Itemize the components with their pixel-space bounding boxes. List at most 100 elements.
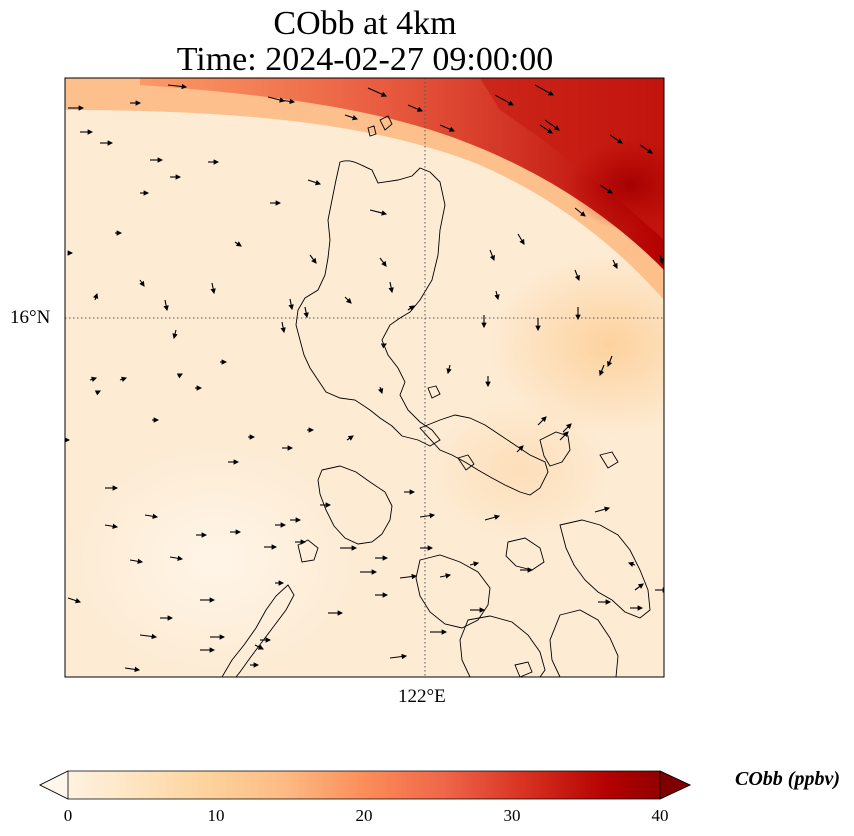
wind-arrow bbox=[489, 249, 495, 262]
coastline-islet-1 bbox=[297, 539, 319, 563]
coastline-palawan bbox=[221, 584, 295, 677]
wind-arrow bbox=[279, 98, 296, 105]
coastline-islet-5 bbox=[427, 385, 441, 399]
wind-arrow bbox=[94, 390, 101, 396]
wind-arrow bbox=[389, 653, 408, 660]
map-time-subtitle: Time: 2024-02-27 09:00:00 bbox=[176, 41, 554, 78]
wind-arrow bbox=[176, 373, 183, 379]
wind-arrow bbox=[169, 555, 184, 561]
wind-arrow bbox=[607, 355, 613, 368]
wind-arrow bbox=[167, 83, 188, 90]
wind-arrow bbox=[124, 666, 141, 673]
wind-arrow bbox=[534, 84, 554, 96]
coastline-leyte bbox=[549, 609, 619, 677]
wind-arrow bbox=[309, 254, 317, 264]
wind-arrow bbox=[634, 583, 644, 591]
colorbar-max-extend bbox=[659, 770, 691, 800]
wind-arrow bbox=[419, 512, 436, 519]
colorbar-title: CObb (ppbv) bbox=[735, 768, 840, 790]
colorbar-tick: 40 bbox=[651, 806, 669, 825]
wind-arrow bbox=[627, 561, 636, 568]
wind-vectors bbox=[65, 83, 664, 673]
wind-arrow bbox=[303, 306, 309, 319]
wind-arrow bbox=[377, 386, 384, 395]
wind-arrow bbox=[89, 376, 98, 383]
coastline-luzon-south bbox=[419, 414, 549, 496]
wind-arrow bbox=[288, 298, 294, 311]
wind-arrow bbox=[234, 241, 242, 247]
wind-arrow bbox=[407, 104, 424, 112]
wind-arrow bbox=[144, 513, 159, 519]
coastline-masbate bbox=[505, 537, 545, 571]
map-frame bbox=[64, 77, 665, 678]
wind-arrow bbox=[399, 573, 418, 580]
colorbar-tick: 30 bbox=[503, 806, 521, 825]
wind-arrow bbox=[344, 114, 359, 121]
wind-arrow bbox=[139, 633, 158, 640]
wind-arrow bbox=[139, 279, 145, 287]
wind-arrow bbox=[612, 259, 618, 269]
coastline-islet-6 bbox=[514, 661, 533, 677]
coastline-samar bbox=[559, 519, 651, 619]
wind-arrow bbox=[104, 523, 119, 529]
wind-arrow bbox=[280, 321, 286, 334]
latitude-label: 16°N bbox=[10, 307, 51, 328]
concentration-field bbox=[65, 78, 664, 677]
wind-arrow bbox=[344, 296, 352, 304]
colorbar bbox=[39, 770, 691, 800]
wind-arrow bbox=[599, 364, 605, 377]
wind-arrow bbox=[439, 124, 456, 132]
wind-arrow bbox=[517, 233, 525, 245]
wind-arrow bbox=[210, 282, 216, 295]
coastlines bbox=[221, 115, 651, 677]
wind-arrow bbox=[254, 644, 264, 650]
coastline-panay-area bbox=[415, 554, 491, 629]
wind-arrow bbox=[516, 445, 524, 453]
wind-arrow bbox=[469, 561, 480, 567]
wind-arrow bbox=[446, 364, 452, 375]
wind-arrow bbox=[369, 209, 388, 216]
coastline-islet-4 bbox=[457, 454, 475, 471]
wind-arrow bbox=[544, 119, 560, 131]
colorbar-tick: 20 bbox=[355, 806, 373, 825]
wind-arrow bbox=[494, 290, 500, 301]
wind-arrow bbox=[562, 423, 572, 433]
wind-arrow bbox=[559, 431, 569, 441]
wind-arrow bbox=[484, 514, 501, 521]
wind-arrow bbox=[129, 558, 144, 564]
wind-arrow bbox=[574, 207, 586, 217]
wind-arrow bbox=[639, 144, 653, 154]
wind-arrow bbox=[609, 134, 623, 144]
wind-arrow bbox=[494, 94, 514, 106]
map-title: CObb at 4km bbox=[273, 5, 457, 42]
wind-arrow bbox=[599, 184, 613, 194]
coastline-islet-3 bbox=[367, 125, 377, 137]
colorbar-tick: 10 bbox=[207, 806, 225, 825]
wind-arrow bbox=[574, 269, 580, 282]
wind-arrow bbox=[380, 343, 387, 349]
wind-arrow bbox=[67, 597, 82, 604]
wind-arrow bbox=[379, 257, 387, 267]
wind-arrow bbox=[539, 124, 553, 134]
wind-arrow bbox=[92, 292, 99, 301]
coastline-mindoro bbox=[317, 465, 393, 545]
coastline-islet-7 bbox=[599, 451, 619, 469]
coastline-islet-2 bbox=[379, 115, 393, 131]
wind-arrow bbox=[439, 573, 452, 579]
wind-arrow bbox=[119, 376, 128, 383]
coastline-negros-area bbox=[459, 615, 546, 677]
wind-arrow bbox=[407, 305, 415, 311]
wind-arrow bbox=[388, 281, 394, 294]
wind-arrow bbox=[367, 87, 388, 97]
coastline-bicol bbox=[539, 431, 571, 467]
colorbar-body bbox=[39, 770, 691, 800]
wind-arrow bbox=[537, 416, 547, 426]
wind-arrow bbox=[658, 254, 664, 265]
wind-arrow bbox=[163, 299, 169, 312]
wind-arrow bbox=[307, 179, 322, 186]
longitude-label: 122°E bbox=[398, 686, 446, 707]
wind-arrow bbox=[172, 329, 178, 340]
colorbar-min-extend bbox=[39, 770, 69, 800]
wind-arrow bbox=[594, 506, 611, 513]
